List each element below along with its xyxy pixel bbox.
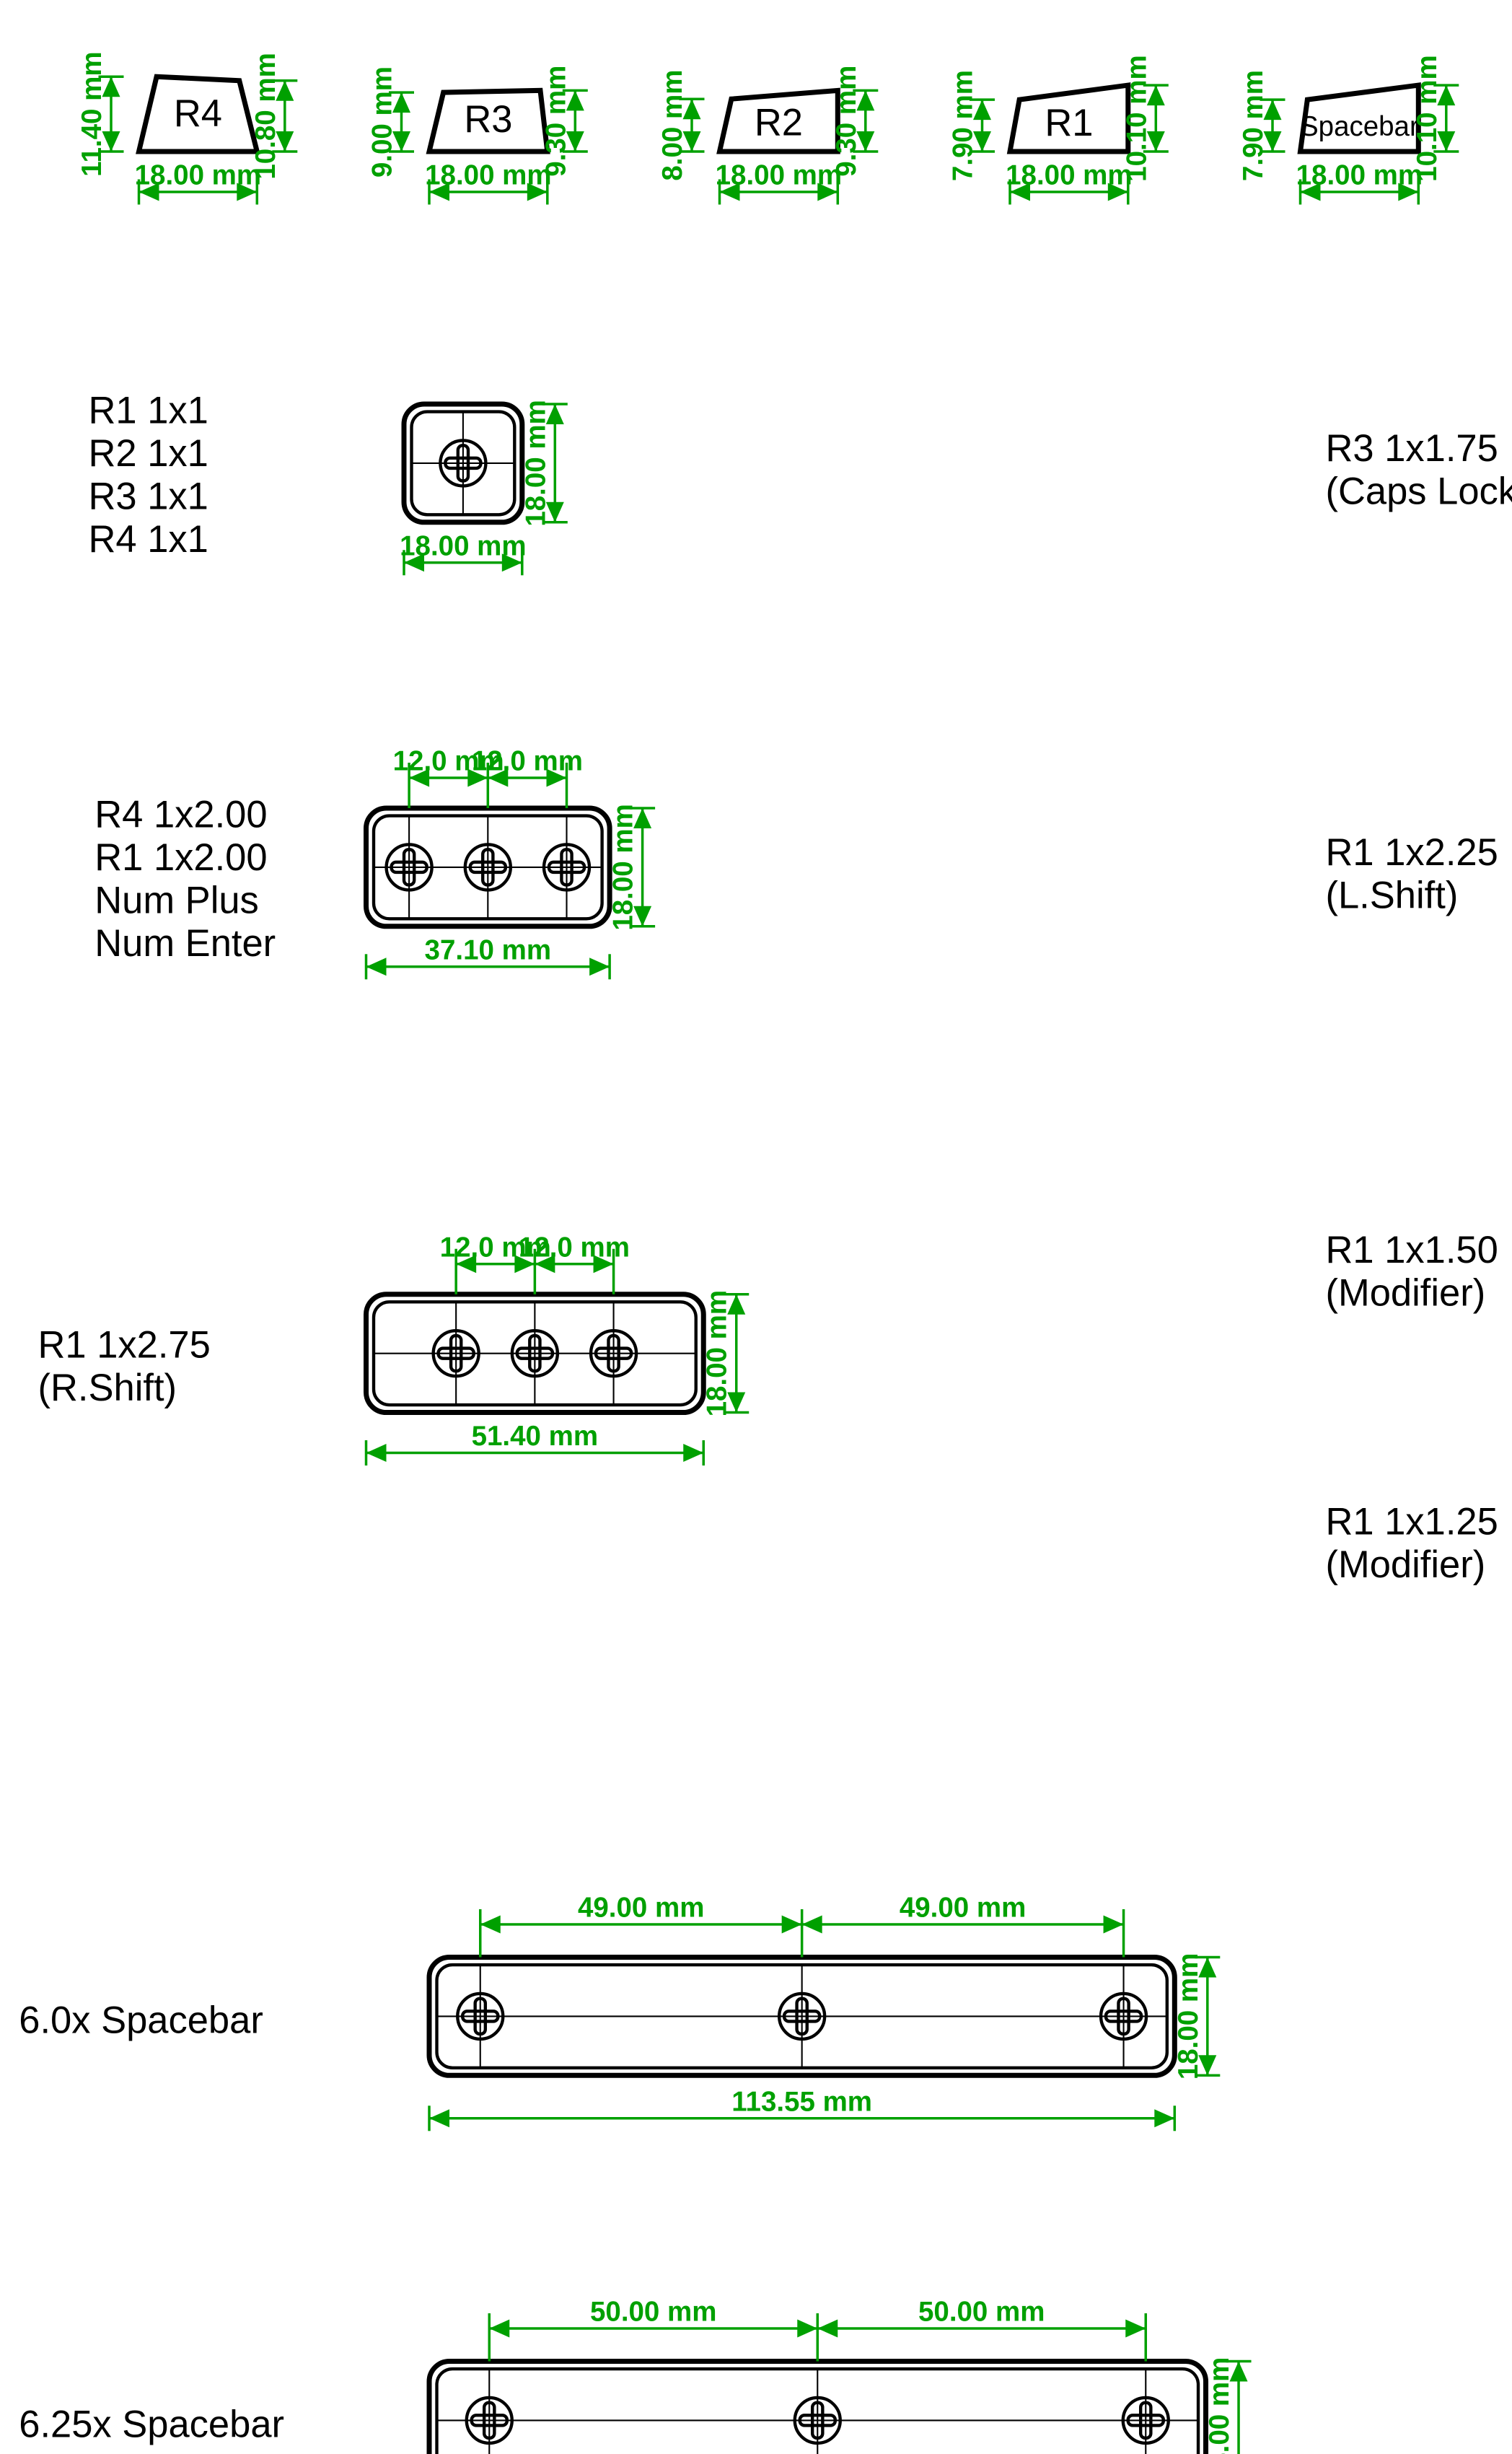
svg-text:18.00 mm: 18.00 mm (520, 400, 551, 527)
keycap-label: R1 1x2.25 (1326, 831, 1498, 874)
svg-text:11.40 mm: 11.40 mm (76, 51, 107, 176)
svg-text:18.00 mm: 18.00 mm (1204, 2357, 1235, 2454)
svg-text:9.00 mm: 9.00 mm (367, 66, 398, 178)
svg-text:R4: R4 (174, 92, 222, 135)
svg-text:R3: R3 (464, 98, 512, 141)
profile-R3: R39.00 mm9.30 mm18.00 mm (367, 66, 588, 205)
keycap-k150: 18.00 mm27.50 mmR1 1x1.50(Modifier) (1326, 1208, 1512, 1383)
keycap-label: R3 1x1 (89, 475, 208, 517)
svg-text:50.00 mm: 50.00 mm (590, 2297, 717, 2328)
svg-text:12.0 mm: 12.0 mm (472, 746, 583, 777)
svg-text:18.00 mm: 18.00 mm (1173, 1953, 1204, 2080)
svg-text:7.90 mm: 7.90 mm (1238, 70, 1269, 181)
spacebar-sb60: 49.00 mm 49.00 mm 18.00 mm 113.55 mm 6.0x Sp… (19, 1893, 1220, 2131)
keycap-label: (Caps Lock) (1326, 470, 1512, 512)
svg-text:18.00 mm: 18.00 mm (702, 1290, 733, 1417)
keycap-k275: 12.0 mm12.0 mm18.00 mm51.40 mmR1 1x2.75(… (38, 1232, 750, 1465)
keycap-label: R1 1x2.75 (38, 1323, 211, 1366)
keycap-k225: 12.0 mm12.0 mm18.00 mm41.80 mmR1 1x2.25(… (1326, 746, 1512, 980)
svg-text:R2: R2 (755, 102, 803, 144)
svg-text:49.00 mm: 49.00 mm (900, 1893, 1027, 1924)
keycap-label: R1 1x1.25 (1326, 1500, 1498, 1543)
svg-text:18.00 mm: 18.00 mm (608, 804, 639, 931)
keycap-label: R1 1x2.00 (94, 836, 267, 879)
keycap-spec-diagram: R411.40 mm10.80 mm18.00 mmR39.00 mm9.30 … (0, 0, 1512, 2454)
keycap-label: Num Enter (94, 922, 276, 965)
svg-text:18.00 mm: 18.00 mm (400, 530, 527, 561)
keycap-label: Num Plus (94, 879, 259, 921)
svg-text:7.90 mm: 7.90 mm (948, 70, 979, 181)
svg-text:R1: R1 (1045, 102, 1093, 144)
svg-text:12.0 mm: 12.0 mm (519, 1232, 630, 1263)
profile-R4: R411.40 mm10.80 mm18.00 mm (76, 51, 297, 204)
keycap-label: R4 1x2.00 (94, 793, 267, 836)
keycap-label: (L.Shift) (1326, 874, 1459, 916)
svg-text:Spacebar: Spacebar (1300, 111, 1419, 142)
svg-text:18.00 mm: 18.00 mm (425, 160, 552, 191)
svg-text:113.55 mm: 113.55 mm (731, 2086, 872, 2117)
profile-R1: R17.90 mm10.10 mm18.00 mm (948, 55, 1169, 204)
svg-text:51.40 mm: 51.40 mm (472, 1421, 599, 1452)
svg-text:8.00 mm: 8.00 mm (657, 70, 688, 181)
svg-text:37.10 mm: 37.10 mm (425, 934, 552, 965)
keycap-label: R3 1x1.75 (1326, 427, 1498, 470)
keycap-k175: 18.00 mm32.30 mmR3 1x1.75(Caps Lock) (1326, 400, 1512, 575)
keycap-k200: 12.0 mm12.0 mm18.00 mm37.10 mmR4 1x2.00R… (94, 746, 655, 980)
svg-text:18.00 mm: 18.00 mm (1296, 160, 1423, 191)
keycap-label: (Modifier) (1326, 1543, 1486, 1586)
keycap-label: R1 1x1.50 (1326, 1229, 1498, 1271)
keycap-label: R2 1x1 (89, 432, 208, 475)
spacebar-label: 6.25x Spacebar (19, 2403, 284, 2446)
spacebar-sb625: 50.00 mm50.00 mm18.00 mm118.30 mm6.25x S… (19, 2297, 1251, 2454)
profile-R2: R28.00 mm9.30 mm18.00 mm (657, 66, 878, 205)
svg-text:50.00 mm: 50.00 mm (918, 2297, 1045, 2328)
keycap-label: (Modifier) (1326, 1272, 1486, 1315)
svg-text:18.00 mm: 18.00 mm (716, 160, 843, 191)
spacebar-label: 6.0x Spacebar (19, 1999, 263, 2042)
svg-text:18.00 mm: 18.00 mm (1006, 160, 1133, 191)
keycap-label: R4 1x1 (89, 518, 208, 561)
profile-Spacebar: Spacebar7.90 mm10.10 mm18.00 mm (1238, 55, 1459, 204)
keycap-label: R1 1x1 (89, 389, 208, 431)
svg-text:18.00 mm: 18.00 mm (135, 160, 262, 191)
keycap-label: (R.Shift) (38, 1367, 177, 1409)
keycap-k1x1: 18.00 mm18.00 mm R1 1x1R2 1x1R3 1x1R4 1x1 (89, 389, 568, 575)
svg-text:49.00 mm: 49.00 mm (578, 1893, 705, 1924)
keycap-k125: 18.00 mm22.80 mmR1 1x1.25(Modifier) (1326, 1479, 1512, 1655)
